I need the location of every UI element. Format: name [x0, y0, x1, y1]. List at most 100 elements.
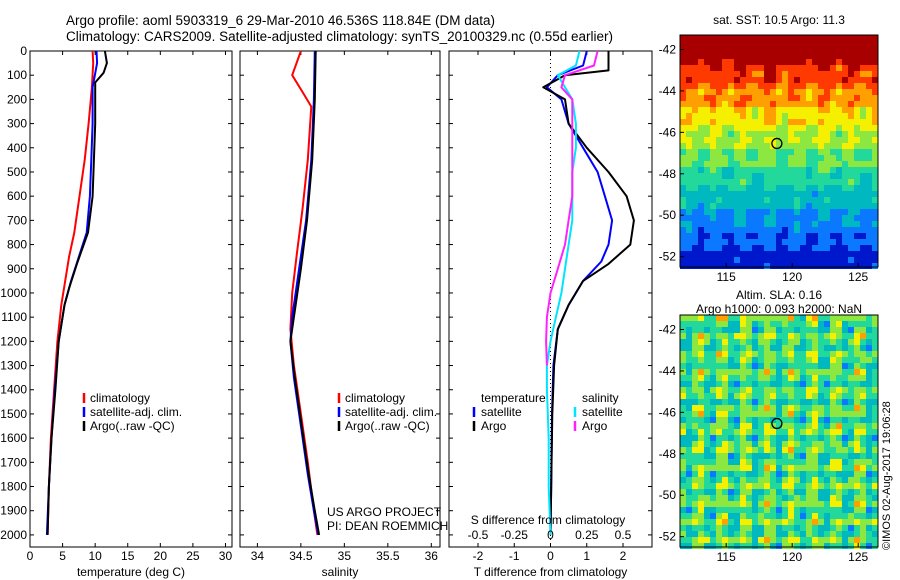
- map-cell: [788, 459, 794, 465]
- map-cell: [734, 197, 740, 203]
- map-cell: [764, 173, 770, 179]
- map-cell: [860, 537, 866, 543]
- map-cell: [794, 119, 800, 125]
- y-tick-label: 1900: [0, 504, 27, 518]
- map-cell: [872, 369, 878, 375]
- map-cell: [854, 369, 860, 375]
- map-cell: [854, 399, 860, 405]
- map-cell: [734, 83, 740, 89]
- map-cell: [842, 149, 848, 155]
- map-cell: [848, 257, 854, 263]
- map-cell: [704, 227, 710, 233]
- map-cell: [788, 351, 794, 357]
- map-cell: [728, 149, 734, 155]
- map-cell: [782, 101, 788, 107]
- map-cell: [818, 257, 824, 263]
- map-cell: [704, 113, 710, 119]
- map-cell: [698, 257, 704, 263]
- map-cell: [854, 489, 860, 495]
- map-cell: [746, 221, 752, 227]
- map-cell: [692, 251, 698, 257]
- map-cell: [806, 65, 812, 71]
- map-cell: [824, 257, 830, 263]
- map-cell: [698, 41, 704, 47]
- map-cell: [800, 525, 806, 531]
- map-cell: [716, 525, 722, 531]
- map-cell: [758, 71, 764, 77]
- map-cell: [848, 89, 854, 95]
- map-cell: [716, 405, 722, 411]
- map-cell: [842, 465, 848, 471]
- map-cell: [824, 387, 830, 393]
- map-cell: [740, 209, 746, 215]
- map-cell: [824, 411, 830, 417]
- map-cell: [752, 41, 758, 47]
- map-cell: [782, 251, 788, 257]
- map-cell: [812, 525, 818, 531]
- map-cell: [860, 543, 866, 549]
- map-cell: [722, 95, 728, 101]
- map-cell: [734, 513, 740, 519]
- map-cell: [824, 167, 830, 173]
- map-cell: [824, 357, 830, 363]
- map-cell: [686, 465, 692, 471]
- map-cell: [794, 101, 800, 107]
- map-cell: [698, 149, 704, 155]
- map-cell: [782, 107, 788, 113]
- map-cell: [776, 423, 782, 429]
- x-tick-label: 1: [583, 549, 590, 563]
- map-cell: [872, 185, 878, 191]
- map-cell: [806, 441, 812, 447]
- map-cell: [860, 465, 866, 471]
- map-cell: [830, 441, 836, 447]
- map-cell: [722, 239, 728, 245]
- map-cell: [746, 537, 752, 543]
- map-cell: [698, 155, 704, 161]
- map-cell: [782, 185, 788, 191]
- map-cell: [686, 113, 692, 119]
- map-cell: [716, 227, 722, 233]
- map-cell: [794, 357, 800, 363]
- map-cell: [788, 513, 794, 519]
- map-cell: [746, 459, 752, 465]
- map-cell: [872, 71, 878, 77]
- map-cell: [758, 477, 764, 483]
- map-cell: [710, 251, 716, 257]
- map-cell: [728, 471, 734, 477]
- map-cell: [812, 429, 818, 435]
- map-cell: [866, 149, 872, 155]
- map-cell: [812, 345, 818, 351]
- map-cell: [818, 209, 824, 215]
- map-cell: [800, 65, 806, 71]
- map-cell: [836, 65, 842, 71]
- map-cell: [722, 339, 728, 345]
- map-cell: [860, 149, 866, 155]
- map-cell: [866, 477, 872, 483]
- map-cell: [806, 321, 812, 327]
- map-cell: [866, 155, 872, 161]
- map-cell: [680, 77, 686, 83]
- map-cell: [800, 315, 806, 321]
- map-cell: [764, 531, 770, 537]
- map-cell: [734, 363, 740, 369]
- map-cell: [776, 357, 782, 363]
- map-cell: [734, 191, 740, 197]
- map-cell: [830, 59, 836, 65]
- map-cell: [716, 453, 722, 459]
- map-cell: [686, 321, 692, 327]
- map-cell: [824, 429, 830, 435]
- map-cell: [752, 315, 758, 321]
- legend-entry: Argo(..raw -QC): [90, 419, 175, 433]
- map-cell: [710, 543, 716, 549]
- map-cell: [764, 209, 770, 215]
- map-cell: [794, 167, 800, 173]
- map-cell: [782, 537, 788, 543]
- map-cell: [698, 417, 704, 423]
- map-cell: [836, 459, 842, 465]
- map-cell: [746, 191, 752, 197]
- map-cell: [698, 405, 704, 411]
- map-cell: [770, 185, 776, 191]
- map-cell: [872, 327, 878, 333]
- map-cell: [734, 77, 740, 83]
- map-cell: [812, 423, 818, 429]
